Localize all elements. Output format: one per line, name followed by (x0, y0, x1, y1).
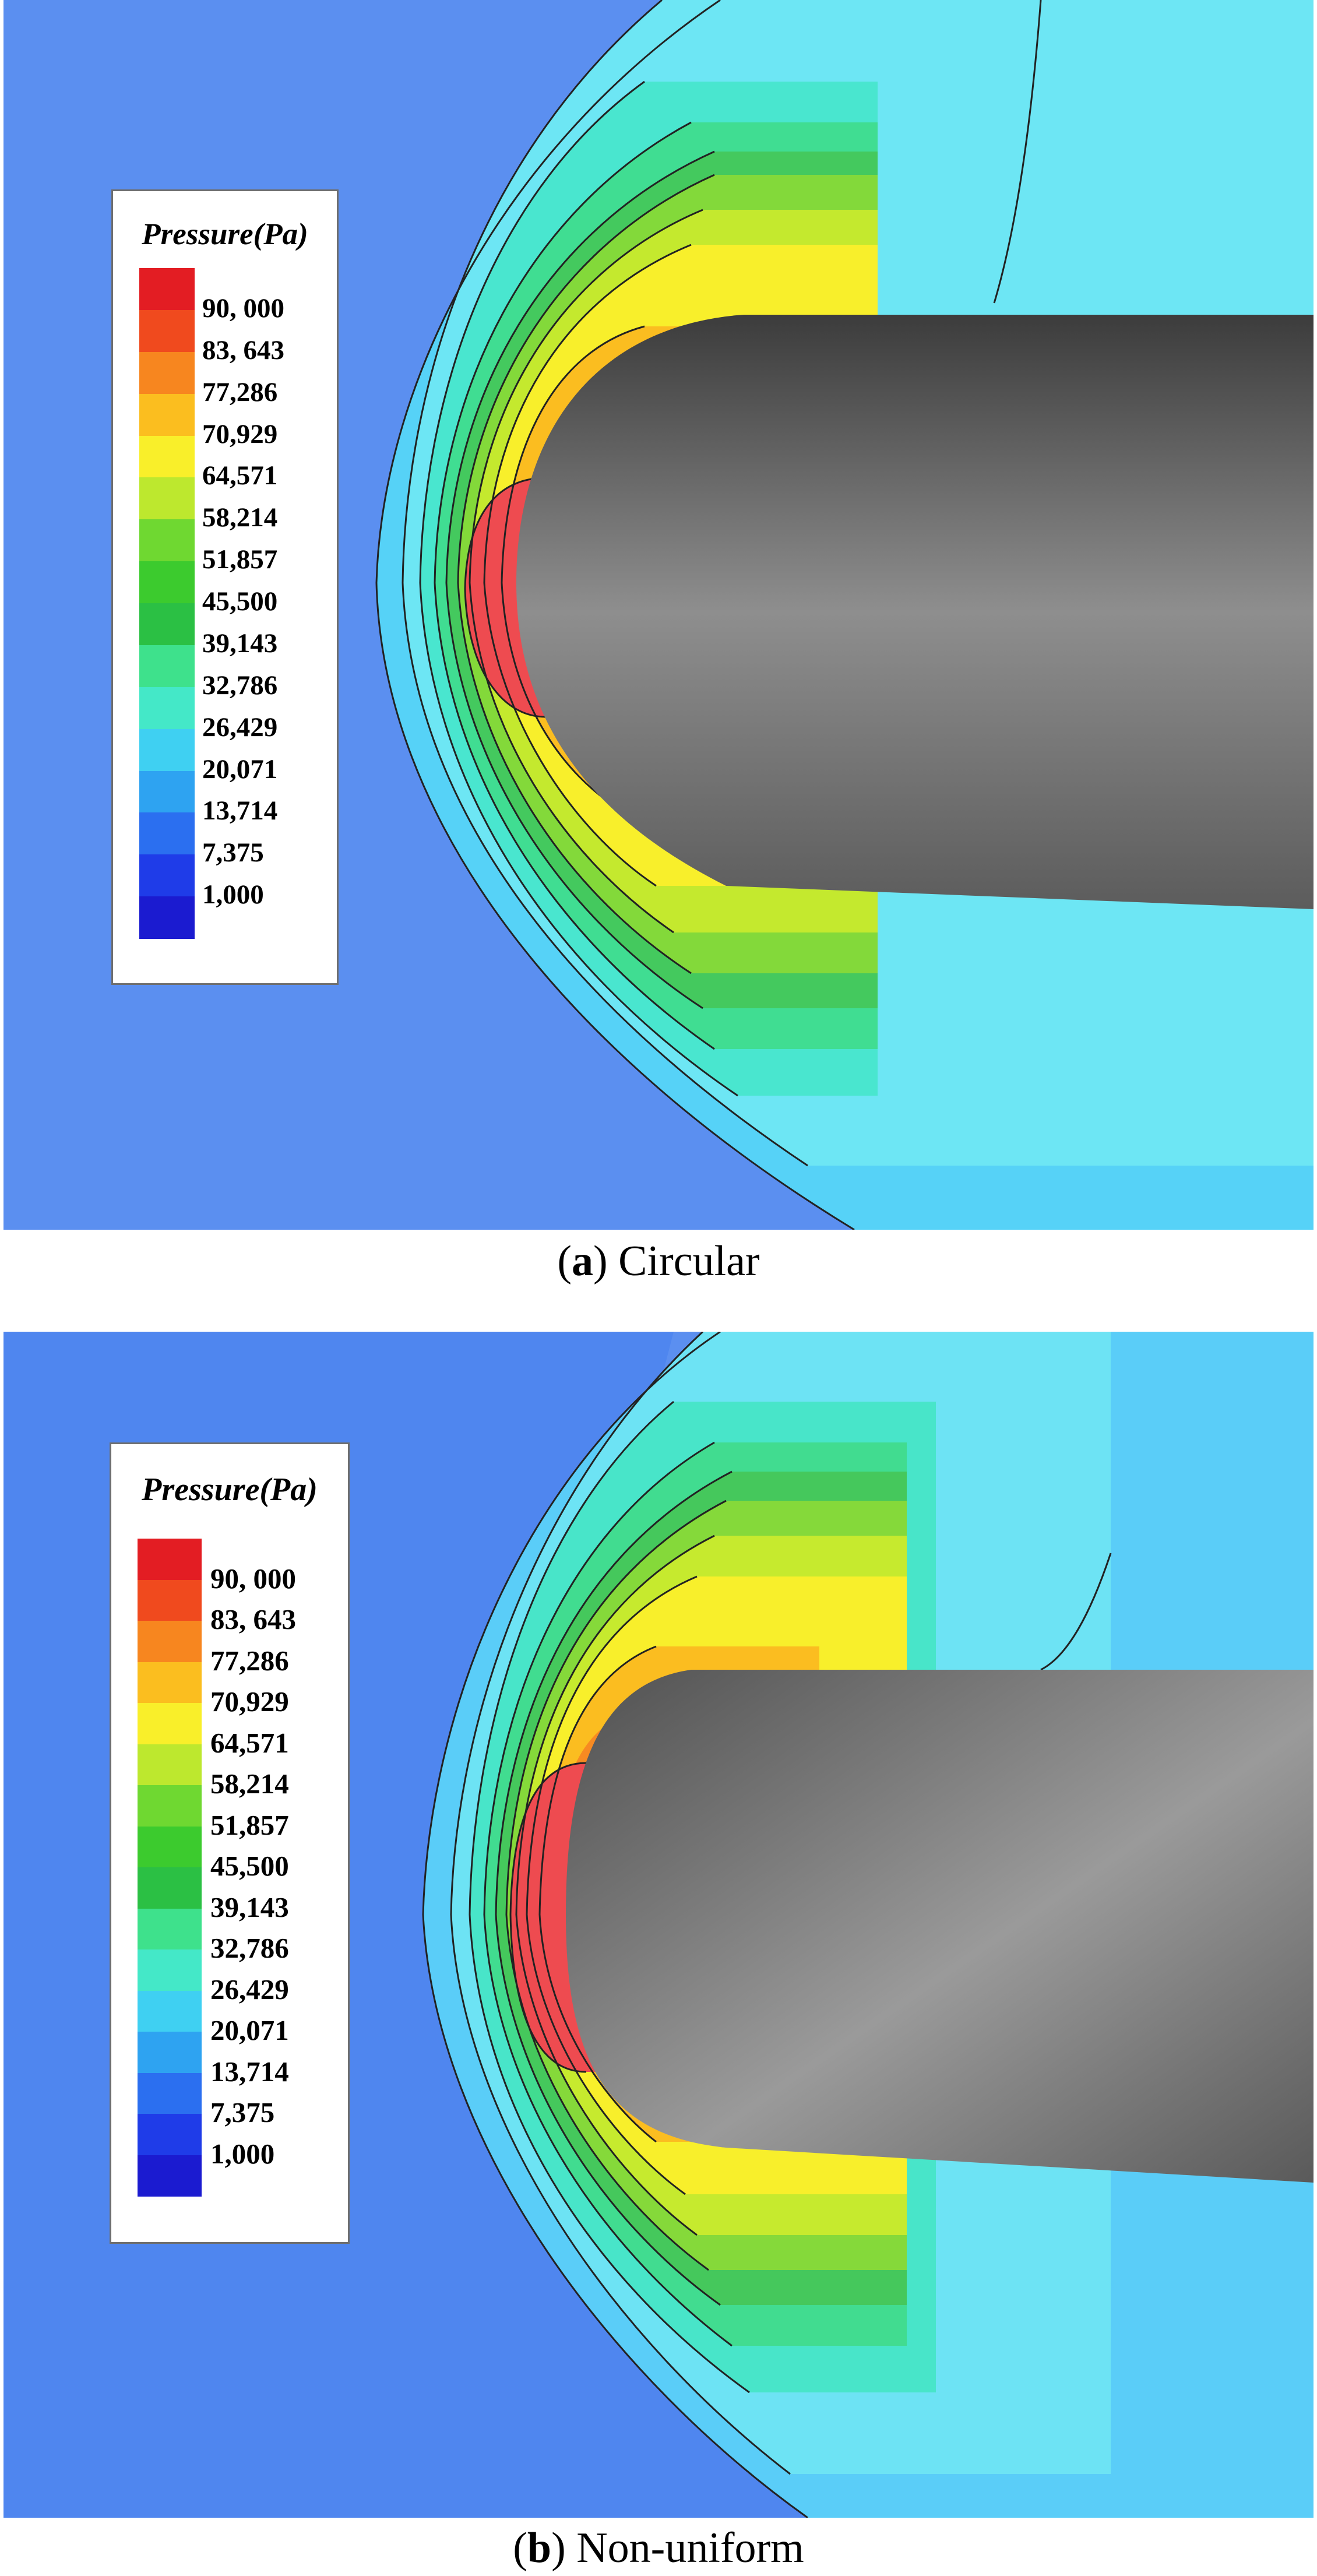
contour-lines (422, 1332, 1112, 2518)
legend-label: 13,714 (210, 2055, 289, 2088)
legend-label: 51,857 (202, 544, 278, 575)
color-swatch (138, 1621, 202, 1662)
caption-letter: b (527, 2524, 552, 2572)
caption-a: (a) Circular (557, 1237, 760, 1285)
legend-label: 20,071 (210, 2014, 289, 2046)
legend-label: 64,571 (210, 1726, 289, 1759)
color-swatch (138, 2114, 202, 2155)
color-swatch (139, 477, 195, 520)
legend-label: 13,714 (202, 796, 278, 826)
color-swatch (139, 268, 195, 311)
legend-label: 7,375 (210, 2096, 275, 2128)
legend-label: 58,214 (210, 1768, 289, 1800)
color-swatch (138, 1867, 202, 1909)
color-swatch (138, 1539, 202, 1580)
legend-label: 83, 643 (202, 335, 284, 365)
legend-label: 45,500 (202, 586, 278, 617)
color-swatch (138, 2032, 202, 2073)
legend-label: 64,571 (202, 460, 278, 491)
legend-label: 90, 000 (202, 293, 284, 323)
legend-label: 45,500 (210, 1850, 289, 1882)
color-swatch (138, 1703, 202, 1744)
legend-label: 83, 643 (210, 1603, 296, 1635)
color-swatch (138, 1579, 202, 1621)
color-swatch (139, 309, 195, 353)
caption-text: Circular (618, 1237, 760, 1285)
color-swatch (138, 1990, 202, 2032)
legend-label: 70,929 (210, 1685, 289, 1718)
legend-label: 1,000 (210, 2137, 275, 2170)
legend-label: 77,286 (202, 376, 278, 407)
color-swatch (139, 645, 195, 688)
color-swatch (138, 1908, 202, 1950)
color-swatch (138, 1744, 202, 1786)
color-scale-bar (138, 1539, 202, 2197)
contour-plot-non-uniform: Pressure(Pa) 90, 000 83, 643 77,286 70,929 6… (3, 1332, 1314, 2518)
color-swatch (139, 896, 195, 939)
legend-label: 39,143 (202, 628, 278, 659)
color-swatch (139, 812, 195, 855)
legend-circular: Pressure(Pa) 90, 000 83, 643 77,286 70,929 6… (111, 189, 339, 985)
color-swatch (139, 393, 195, 436)
legend-label: 32,786 (210, 1932, 289, 1964)
legend-label: 39,143 (210, 1891, 289, 1923)
pressure-field-non-uniform (3, 1332, 1314, 2518)
caption-b: (b) Non-uniform (513, 2524, 804, 2572)
legend-label: 1,000 (202, 879, 264, 910)
color-swatch (138, 1826, 202, 1868)
legend-label: 26,429 (210, 1973, 289, 2005)
legend-non-uniform: Pressure(Pa) 90, 000 83, 643 77,286 70,929 6… (110, 1442, 350, 2244)
legend-label: 90, 000 (210, 1562, 296, 1595)
color-swatch (139, 770, 195, 813)
color-swatch (139, 603, 195, 646)
legend-label: 51,857 (210, 1808, 289, 1841)
legend-label: 20,071 (202, 754, 278, 784)
legend-label: 32,786 (202, 670, 278, 701)
body-shape-non-uniform (566, 1670, 1314, 2183)
color-swatch (139, 351, 195, 395)
color-swatch (139, 687, 195, 730)
color-swatch (139, 854, 195, 897)
caption-letter: a (572, 1237, 594, 1285)
color-swatch (139, 561, 195, 604)
color-swatch (139, 519, 195, 562)
contour-plot-circular: Pressure(Pa) 90, 000 83, 643 77,286 70,929 6… (3, 0, 1314, 1230)
color-swatch (138, 1785, 202, 1827)
legend-label: 58,214 (202, 502, 278, 533)
legend-label: 70,929 (202, 418, 278, 449)
color-scale-bar (139, 268, 195, 939)
color-swatch (138, 1949, 202, 1991)
legend-title: Pressure(Pa) (142, 217, 308, 251)
contour-lines (375, 0, 1042, 1230)
color-swatch (139, 729, 195, 771)
color-swatch (138, 2155, 202, 2197)
legend-title: Pressure(Pa) (142, 1472, 318, 1508)
pressure-field-circular (3, 0, 1314, 1230)
color-swatch (138, 2072, 202, 2114)
body-shape-circular (516, 315, 1314, 909)
caption-text: Non-uniform (576, 2524, 804, 2572)
legend-label: 26,429 (202, 712, 278, 742)
color-swatch (139, 435, 195, 478)
legend-label: 77,286 (210, 1644, 289, 1677)
legend-label: 7,375 (202, 837, 264, 868)
color-swatch (138, 1662, 202, 1704)
